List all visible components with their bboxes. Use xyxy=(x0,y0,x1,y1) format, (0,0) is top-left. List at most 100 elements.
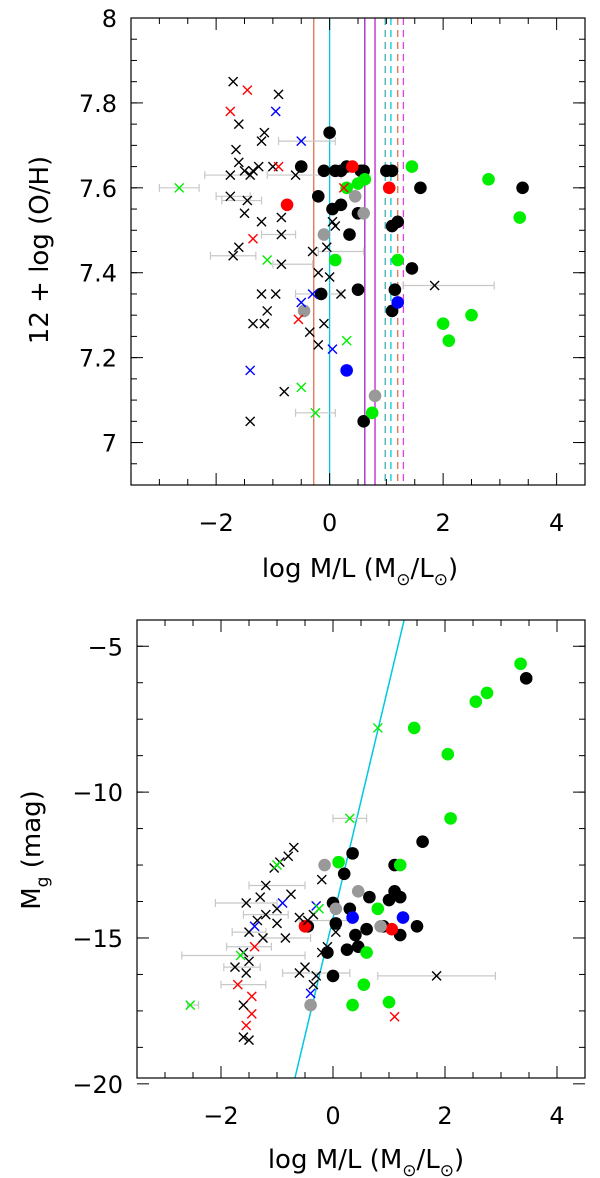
bottom-point-cross xyxy=(238,1032,249,1043)
top-point-circle xyxy=(391,215,405,229)
top-point-cross xyxy=(313,267,324,278)
top-point-cross xyxy=(256,216,267,227)
top-point-cross xyxy=(341,335,352,346)
top-cross-stroke xyxy=(304,327,315,338)
bottom-cross-stroke xyxy=(311,970,322,981)
top-point-cross xyxy=(279,386,290,397)
top-cross-stroke xyxy=(293,314,304,325)
bottom-cross-stroke xyxy=(238,1000,249,1011)
top-y-tick-label: 7.6 xyxy=(79,175,117,203)
top-cross-stroke xyxy=(239,208,250,219)
bottom-y-tick-label: −5 xyxy=(88,633,123,661)
bottom-point-cross xyxy=(372,722,383,733)
top-point-circle xyxy=(317,228,331,241)
top-cross-stroke xyxy=(256,288,267,299)
bottom-point-cross xyxy=(260,909,271,920)
top-cross-stroke xyxy=(253,161,264,172)
top-point-cross xyxy=(242,85,253,96)
bottom-point-circle xyxy=(349,928,362,942)
top-cross-stroke xyxy=(248,165,259,176)
bottom-point-cross xyxy=(330,927,341,938)
top-point-cross xyxy=(296,297,307,308)
top-cross-stroke xyxy=(248,318,259,329)
top-point-circle xyxy=(317,164,331,178)
bottom-point-circle xyxy=(357,978,371,991)
bottom-cross-stroke xyxy=(322,941,333,952)
top-cross-stroke xyxy=(242,85,253,96)
top-cross-stroke xyxy=(233,119,244,130)
bottom-cross-stroke xyxy=(258,932,268,943)
bottom-cross-stroke xyxy=(314,903,324,914)
top-point-circle xyxy=(414,181,427,195)
bottom-point-cross xyxy=(185,1000,196,1011)
top-point-cross xyxy=(230,144,241,155)
top-y-tick-label: 7.8 xyxy=(79,90,117,118)
top-cross-stroke xyxy=(307,288,318,299)
top-cross-stroke xyxy=(338,182,349,193)
top-cross-stroke xyxy=(256,136,267,147)
top-point-cross xyxy=(338,182,349,193)
bottom-point-circle xyxy=(480,686,494,700)
bottom-point-circle xyxy=(304,998,317,1012)
top-point-cross xyxy=(259,127,270,138)
top-cross-stroke xyxy=(273,161,284,172)
top-cross-stroke xyxy=(335,288,346,299)
bottom-cross-stroke xyxy=(344,813,355,824)
top-cross-stroke xyxy=(341,335,352,346)
top-point-circle xyxy=(294,160,308,173)
bottom-cross-stroke xyxy=(294,967,305,978)
top-point-circle xyxy=(357,206,370,220)
top-point-cross xyxy=(276,229,287,240)
bottom-axis-ticks: −2 0 2 4−20−15−10−5 xyxy=(72,620,586,1130)
top-point-circle xyxy=(358,173,372,186)
top-cross-stroke xyxy=(279,386,290,397)
top-point-cross xyxy=(245,170,256,181)
top-cross-stroke xyxy=(273,89,284,100)
top-point-cross xyxy=(290,170,301,181)
bottom-point-cross xyxy=(294,912,305,923)
top-point-cross xyxy=(318,318,329,329)
top-point-cross xyxy=(233,119,244,130)
top-y-axis-label: 12 + log (O/H) xyxy=(25,156,55,344)
bottom-point-cross xyxy=(249,941,260,952)
bottom-point-circle xyxy=(321,946,334,959)
top-x-tick-label: 0 xyxy=(322,509,337,537)
bottom-cross-stroke xyxy=(241,1020,252,1031)
top-point-circle xyxy=(442,334,456,347)
bottom-point-circle xyxy=(393,890,407,904)
top-point-circle xyxy=(346,160,359,173)
bottom-point-cross xyxy=(232,979,243,990)
top-point-circle xyxy=(388,283,402,297)
bottom-cross-stroke xyxy=(232,979,243,990)
top-cross-stroke xyxy=(276,212,287,223)
bottom-y-tick-label: −15 xyxy=(72,925,123,953)
bottom-point-circle xyxy=(371,902,385,916)
top-point-cross xyxy=(262,305,273,316)
bottom-point-cross xyxy=(288,842,299,853)
top-point-circle xyxy=(405,262,419,275)
bottom-cross-stroke xyxy=(249,921,260,932)
top-point-cross xyxy=(242,195,253,206)
bottom-point-circle xyxy=(346,998,359,1012)
bottom-cross-stroke xyxy=(277,897,288,908)
top-cross-stroke xyxy=(256,216,267,227)
top-cross-stroke xyxy=(262,305,273,316)
top-point-circle xyxy=(280,198,294,212)
bottom-point-circle xyxy=(298,920,312,933)
bottom-point-cross xyxy=(260,880,271,891)
top-point-circle xyxy=(329,253,342,267)
bottom-point-circle xyxy=(393,858,407,872)
bottom-point-circle xyxy=(514,657,527,671)
bottom-point-circle xyxy=(519,672,533,685)
top-point-circle xyxy=(516,181,529,195)
top-point-circle xyxy=(343,228,356,241)
top-cross-stroke xyxy=(242,195,253,206)
bottom-point-cross xyxy=(280,932,291,943)
top-cross-stroke xyxy=(307,246,318,257)
top-point-cross xyxy=(327,344,338,355)
bottom-point-circle xyxy=(441,747,455,761)
bottom-point-cross xyxy=(252,915,263,926)
bottom-cross-stroke xyxy=(272,860,282,871)
bottom-cross-stroke xyxy=(185,1000,196,1011)
top-point-cross xyxy=(228,250,239,261)
